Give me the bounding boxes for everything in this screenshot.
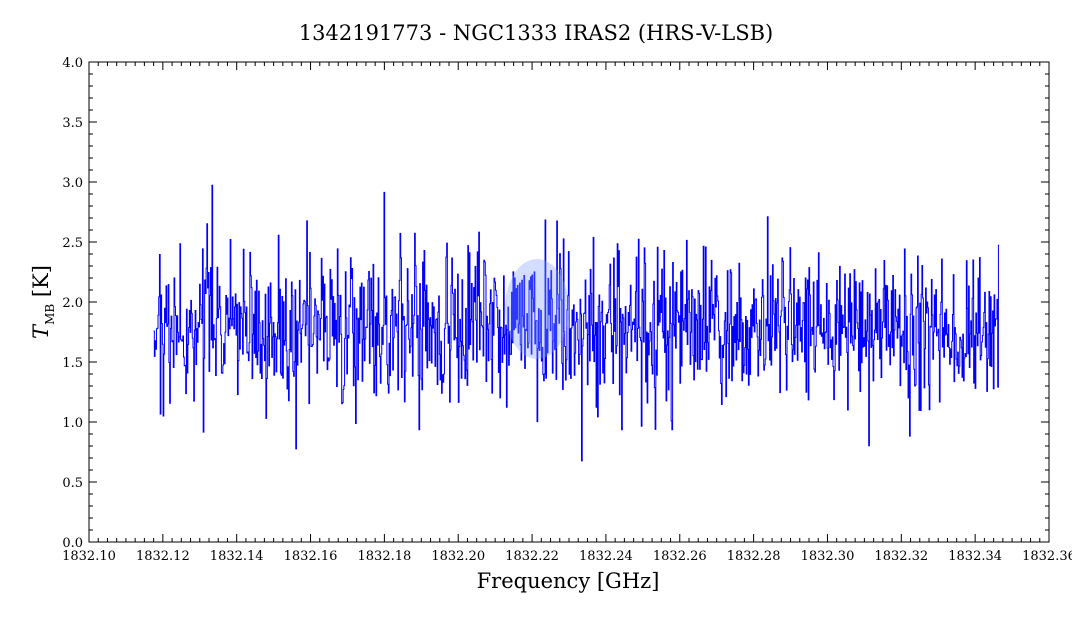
y-axis-label-unit: [K] — [29, 265, 53, 304]
y-axis-label: TMB [K] — [29, 265, 57, 339]
y-tick-label: 3.0 — [62, 176, 83, 191]
x-tick-label: 1832.16 — [284, 549, 338, 564]
x-tick-label: 1832.22 — [505, 549, 559, 564]
chart-title: 1342191773 - NGC1333 IRAS2 (HRS-V-LSB) — [299, 21, 773, 45]
y-axis-tick-labels: 0.0 0.5 1.0 1.5 2.0 2.5 3.0 3.5 4.0 — [62, 56, 83, 551]
y-tick-label: 4.0 — [62, 56, 83, 71]
series-layer — [153, 184, 1000, 462]
x-tick-label: 1832.14 — [210, 549, 264, 564]
x-tick-label: 1832.32 — [874, 549, 928, 564]
y-tick-label: 0.5 — [62, 476, 83, 491]
y-axis-label-subscript: MB — [43, 304, 57, 325]
y-axis-ticks — [89, 61, 1049, 543]
x-tick-label: 1832.28 — [727, 549, 781, 564]
spectrum-series-0 — [153, 184, 1000, 462]
x-tick-label: 1832.26 — [653, 549, 707, 564]
y-tick-label: 2.5 — [62, 236, 83, 251]
x-tick-label: 1832.10 — [62, 549, 116, 564]
y-axis-label-symbol: T — [29, 323, 53, 339]
x-tick-label: 1832.30 — [801, 549, 855, 564]
y-tick-label: 3.5 — [62, 116, 83, 131]
x-axis-tick-labels: 1832.10 1832.12 1832.14 1832.16 1832.18 1832.… — [62, 549, 1072, 564]
x-tick-label: 1832.20 — [431, 549, 485, 564]
y-tick-label: 2.0 — [62, 296, 83, 311]
y-tick-label: 1.5 — [62, 356, 83, 371]
x-tick-label: 1832.18 — [358, 549, 412, 564]
x-tick-label: 1832.24 — [579, 549, 633, 564]
svg-text:TMB [K]: TMB [K] — [29, 265, 57, 339]
x-tick-label: 1832.12 — [136, 549, 190, 564]
x-axis-label: Frequency [GHz] — [477, 569, 660, 593]
y-tick-label: 0.0 — [62, 536, 83, 551]
highlight-blob — [505, 259, 569, 359]
x-tick-label: 1832.36 — [1022, 549, 1072, 564]
x-axis-ticks — [88, 62, 1050, 542]
x-tick-label: 1832.34 — [948, 549, 1002, 564]
y-tick-label: 1.0 — [62, 416, 83, 431]
